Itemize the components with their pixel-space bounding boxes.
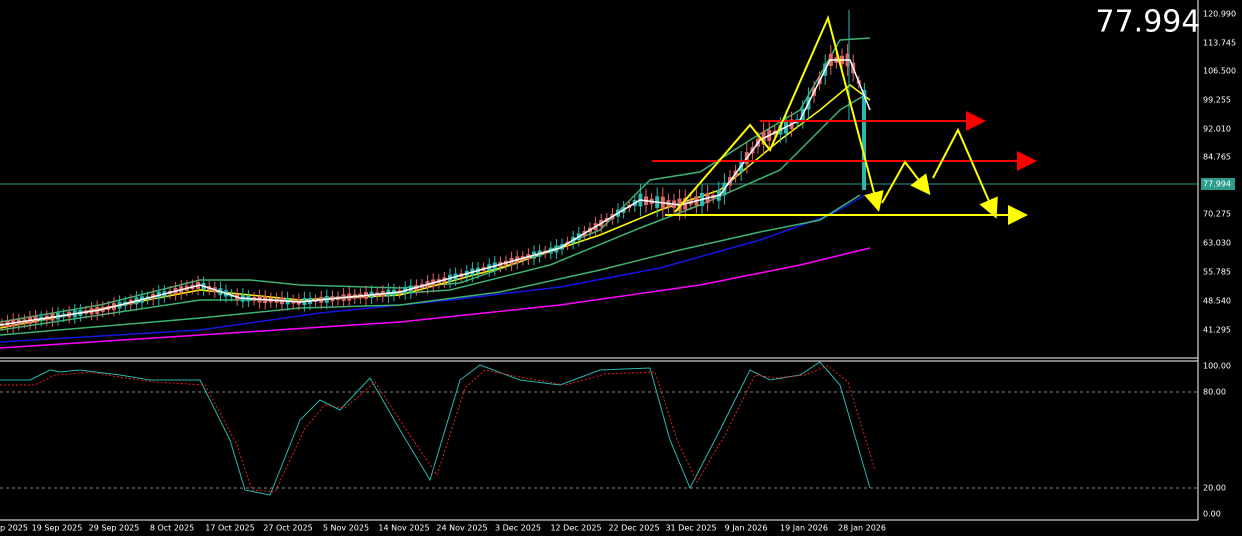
candle-body	[862, 90, 866, 190]
price-label: 55.785	[1203, 268, 1231, 277]
price-label: 41.295	[1203, 326, 1231, 335]
date-label: 22 Dec 2025	[608, 524, 659, 533]
date-label: 24 Nov 2025	[436, 524, 487, 533]
date-label: 12 Dec 2025	[550, 524, 601, 533]
price-label: 63.030	[1203, 239, 1231, 248]
indicator-label: 0.00	[1203, 510, 1221, 519]
wave-path	[674, 14, 884, 213]
stoch-main	[0, 361, 871, 496]
date-label: 29 Sep 2025	[89, 524, 140, 533]
ma-blue	[0, 194, 866, 343]
price-label: 120.990	[1203, 10, 1236, 19]
stoch-signal	[0, 365, 876, 493]
date-label: 27 Oct 2025	[263, 524, 312, 533]
date-label: 31 Dec 2025	[665, 524, 716, 533]
ma-white	[0, 59, 871, 326]
date-label: 19 Sep 2025	[32, 524, 83, 533]
indicator-label: 80.00	[1203, 388, 1226, 397]
date-label: 17 Oct 2025	[205, 524, 254, 533]
indicator-label: 100.00	[1203, 362, 1231, 371]
indicator-label: 20.00	[1203, 484, 1226, 493]
price-label: 77.994	[1203, 180, 1231, 189]
band-lower	[0, 194, 861, 336]
price-label: 113.745	[1203, 39, 1236, 48]
ma-magenta	[0, 247, 871, 349]
date-label: 9 Jan 2026	[725, 524, 768, 533]
date-label: 3 Dec 2025	[495, 524, 541, 533]
band-upper	[0, 37, 871, 323]
price-label: 99.255	[1203, 96, 1231, 105]
wave-path	[932, 127, 998, 219]
date-label: 14 Nov 2025	[378, 524, 429, 533]
annotations	[652, 14, 1037, 225]
band-middle	[0, 94, 866, 331]
price-label: 92.010	[1203, 125, 1231, 134]
price-label: 70.275	[1203, 210, 1231, 219]
date-label: 19 Jan 2026	[780, 524, 828, 533]
price-label: 48.540	[1203, 297, 1231, 306]
date-label: 28 Jan 2026	[838, 524, 886, 533]
price-tag	[1201, 178, 1235, 190]
price-label: 84.765	[1203, 153, 1231, 162]
price-label: 106.500	[1203, 67, 1236, 76]
date-label: 8 Oct 2025	[150, 524, 194, 533]
wave-path	[881, 160, 931, 204]
date-label: 5 Nov 2025	[323, 524, 369, 533]
current-price: 77.994	[1096, 5, 1201, 40]
date-label: p 2025	[0, 524, 28, 533]
